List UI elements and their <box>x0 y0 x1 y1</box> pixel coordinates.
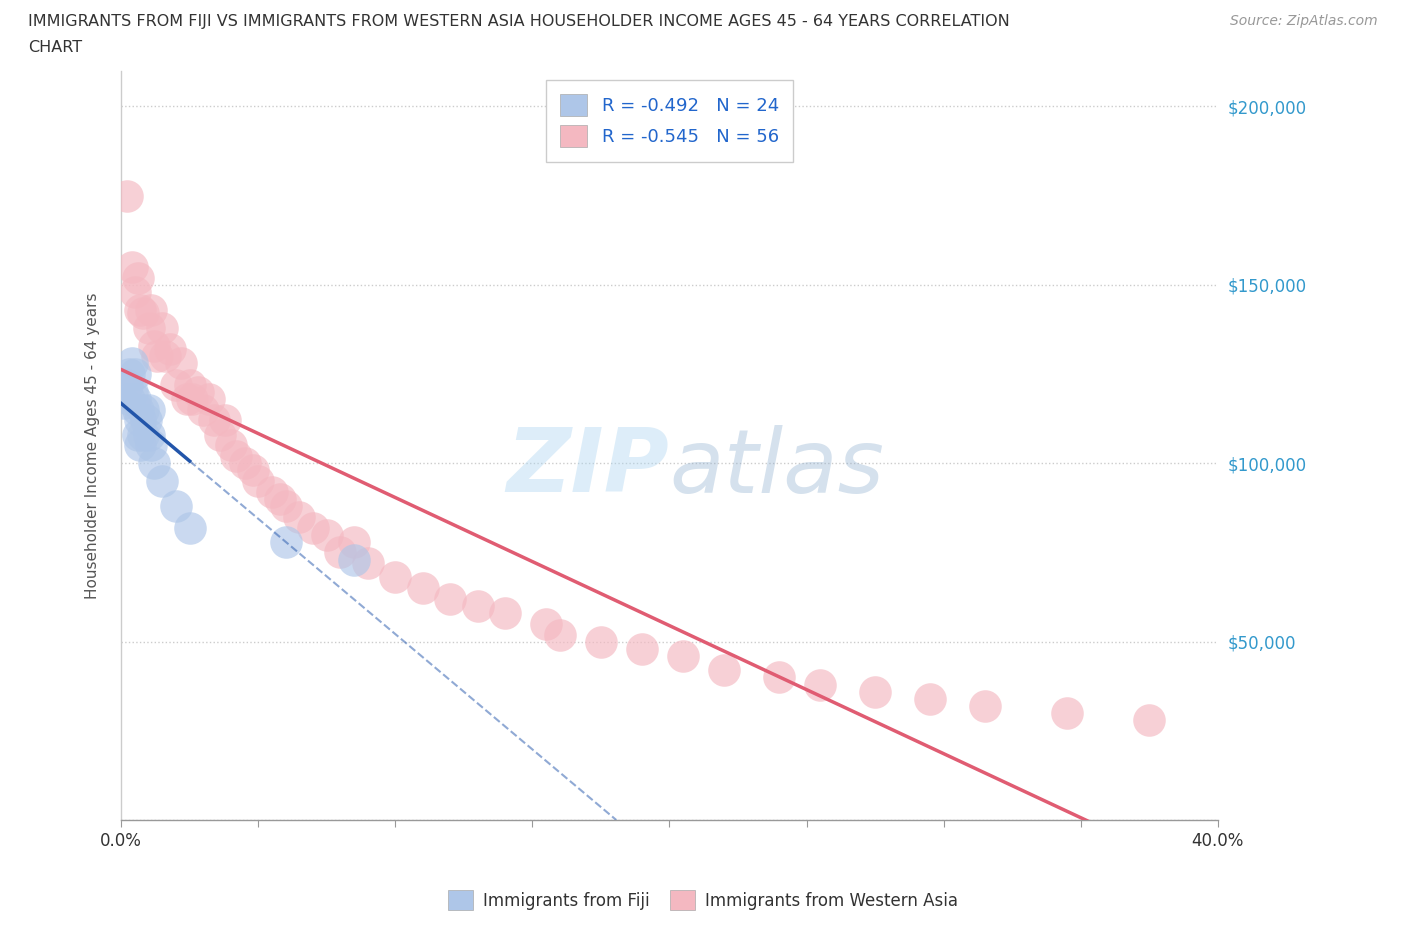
Point <box>150 320 173 335</box>
Point <box>439 591 461 606</box>
Point <box>127 427 149 442</box>
Point <box>141 302 163 317</box>
Point <box>132 306 155 321</box>
Point <box>138 403 160 418</box>
Point <box>219 438 242 453</box>
Point <box>138 427 160 442</box>
Point <box>247 473 270 488</box>
Point <box>214 413 236 428</box>
Point <box>159 341 181 356</box>
Point <box>208 427 231 442</box>
Point <box>274 498 297 513</box>
Point <box>129 413 152 428</box>
Point <box>288 510 311 525</box>
Legend: Immigrants from Fiji, Immigrants from Western Asia: Immigrants from Fiji, Immigrants from We… <box>441 884 965 917</box>
Point <box>631 642 654 657</box>
Point <box>132 403 155 418</box>
Point <box>132 427 155 442</box>
Point <box>302 520 325 535</box>
Point <box>672 648 695 663</box>
Point <box>1137 712 1160 727</box>
Point <box>329 545 352 560</box>
Point <box>768 670 790 684</box>
Point <box>127 271 149 286</box>
Point <box>127 403 149 418</box>
Point <box>129 302 152 317</box>
Point <box>918 691 941 706</box>
Point <box>713 663 735 678</box>
Point <box>165 498 187 513</box>
Point <box>863 684 886 699</box>
Point <box>467 599 489 614</box>
Point <box>112 395 135 410</box>
Point <box>202 413 225 428</box>
Point <box>124 366 146 381</box>
Text: atlas: atlas <box>669 425 884 511</box>
Point <box>121 259 143 274</box>
Point <box>138 320 160 335</box>
Point <box>973 698 995 713</box>
Point <box>315 527 337 542</box>
Point <box>179 520 201 535</box>
Point <box>548 627 571 642</box>
Point <box>1056 706 1078 721</box>
Point <box>233 456 256 471</box>
Text: Source: ZipAtlas.com: Source: ZipAtlas.com <box>1230 14 1378 28</box>
Point <box>225 448 247 463</box>
Point <box>124 392 146 406</box>
Point <box>129 438 152 453</box>
Point <box>808 677 831 692</box>
Point <box>357 556 380 571</box>
Point <box>143 339 166 353</box>
Point <box>121 356 143 371</box>
Point <box>118 392 141 406</box>
Point <box>141 438 163 453</box>
Point <box>198 392 221 406</box>
Point <box>150 473 173 488</box>
Y-axis label: Householder Income Ages 45 - 64 years: Householder Income Ages 45 - 64 years <box>86 292 100 599</box>
Point <box>343 552 366 567</box>
Point <box>124 285 146 299</box>
Point <box>384 570 406 585</box>
Point <box>494 605 516 620</box>
Point <box>176 392 198 406</box>
Text: ZIP: ZIP <box>506 424 669 512</box>
Point <box>115 188 138 203</box>
Point <box>170 356 193 371</box>
Point <box>269 492 291 507</box>
Point <box>153 349 176 364</box>
Point <box>118 366 141 381</box>
Point <box>115 378 138 392</box>
Point <box>534 617 557 631</box>
Text: IMMIGRANTS FROM FIJI VS IMMIGRANTS FROM WESTERN ASIA HOUSEHOLDER INCOME AGES 45 : IMMIGRANTS FROM FIJI VS IMMIGRANTS FROM … <box>28 14 1010 29</box>
Point <box>181 392 204 406</box>
Point <box>274 535 297 550</box>
Point <box>412 580 434 595</box>
Point <box>187 384 209 399</box>
Point <box>589 634 612 649</box>
Text: CHART: CHART <box>28 40 82 55</box>
Point <box>242 463 264 478</box>
Point <box>179 378 201 392</box>
Point <box>146 349 169 364</box>
Point <box>343 535 366 550</box>
Legend: R = -0.492   N = 24, R = -0.545   N = 56: R = -0.492 N = 24, R = -0.545 N = 56 <box>546 80 793 162</box>
Point <box>121 384 143 399</box>
Point <box>193 403 215 418</box>
Point <box>143 456 166 471</box>
Point <box>165 378 187 392</box>
Point <box>135 413 157 428</box>
Point <box>260 485 283 499</box>
